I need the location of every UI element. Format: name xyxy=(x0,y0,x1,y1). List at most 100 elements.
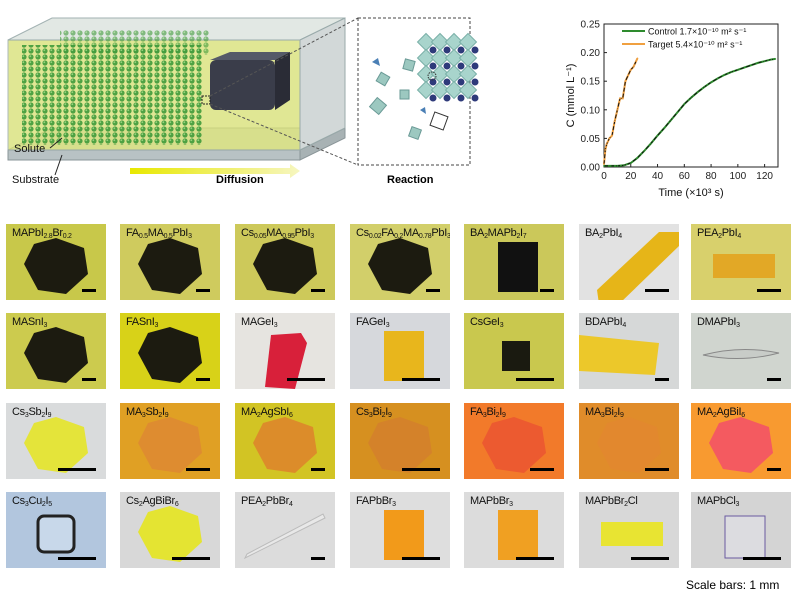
crystal-shape xyxy=(384,331,424,381)
crystal-label: Cs3Sb2I9 xyxy=(12,406,52,419)
crystal-label: MAPbBr3 xyxy=(470,495,513,508)
a-site-cation xyxy=(429,78,437,86)
data-point-control xyxy=(650,142,652,145)
data-point-target xyxy=(604,149,607,151)
a-site-cation xyxy=(471,78,479,86)
crystal-shape xyxy=(601,522,663,546)
a-site-cation xyxy=(429,62,437,70)
crystal-image xyxy=(601,522,663,546)
octahedron xyxy=(430,64,450,84)
crystal-tile: Cs3Sb2I9 xyxy=(6,403,106,479)
scale-bar xyxy=(172,557,210,560)
octahedron xyxy=(430,32,450,52)
octahedron xyxy=(458,32,478,52)
y-tick-label: 0.25 xyxy=(581,20,601,31)
crystal-label: MAPbI2.8Br0.2 xyxy=(12,227,72,240)
scale-bar xyxy=(426,289,440,292)
crystal-tile: MAPbCl3 xyxy=(691,492,791,568)
vacancy-marker xyxy=(427,71,437,81)
incoming-unit-marker xyxy=(429,111,449,131)
data-point-control xyxy=(723,74,726,76)
data-point-control xyxy=(757,62,759,64)
octahedron xyxy=(416,64,436,84)
x-tick-label: 100 xyxy=(730,171,747,182)
diffusion-arrow xyxy=(130,164,300,178)
crystal-label: MASnI3 xyxy=(12,316,48,329)
crystal-image xyxy=(498,510,538,560)
octahedron xyxy=(444,80,464,100)
crystal-tile: FA3Bi2I9 xyxy=(464,403,564,479)
crystal-tile: DMAPbI3 xyxy=(691,313,791,389)
crystal-label: CsGeI3 xyxy=(470,316,504,329)
crystal-tile: Cs0.05MA0.95PbI3 xyxy=(235,224,335,300)
crystal-shape xyxy=(253,238,317,294)
crystal-image xyxy=(724,515,766,559)
data-point-control xyxy=(643,150,645,152)
solute-particles xyxy=(22,45,202,145)
scale-bar xyxy=(516,378,554,381)
crystal-image xyxy=(597,417,661,473)
a-site-cation xyxy=(443,94,451,102)
scale-bar xyxy=(82,378,96,381)
data-point-control xyxy=(774,58,777,60)
scale-bar xyxy=(743,557,781,560)
data-point-target xyxy=(627,74,629,77)
crystal-shape xyxy=(713,254,775,278)
scale-bar xyxy=(186,468,210,471)
scale-bar xyxy=(402,468,440,471)
data-point-control xyxy=(710,81,712,84)
crystal-tile: Cs3Cu2I5 xyxy=(6,492,106,568)
scale-bar xyxy=(311,468,325,471)
crystal-shape xyxy=(498,242,538,292)
scale-bar xyxy=(58,557,96,560)
data-point-target xyxy=(603,163,605,165)
crystal-shape xyxy=(384,510,424,560)
scale-bar xyxy=(287,378,325,381)
crystal-shape xyxy=(597,417,661,473)
crystal-tile: PEA2PbBr4 xyxy=(235,492,335,568)
data-point-control xyxy=(616,165,619,167)
crystal-label: MA3Bi2I9 xyxy=(585,406,624,419)
fit-line-control xyxy=(604,58,776,167)
a-site-cation xyxy=(429,46,437,54)
data-point-control xyxy=(737,68,739,71)
crystal-label: Cs0.02FA0.2MA0.78PbI3 xyxy=(356,227,450,240)
crystal-image xyxy=(138,417,202,473)
octahedron xyxy=(444,64,464,84)
series-line-control xyxy=(604,57,776,167)
legend-label-target: Target 5.4×10⁻¹⁰ m² s⁻¹ xyxy=(648,40,742,50)
x-axis-label: Time (×10³ s) xyxy=(658,187,723,199)
crystal-tile: MASnI3 xyxy=(6,313,106,389)
x-tick-label: 80 xyxy=(706,171,718,182)
a-site-cation xyxy=(443,78,451,86)
crystal-shape xyxy=(482,417,546,473)
y-tick-label: 0.00 xyxy=(581,163,601,174)
data-point-target xyxy=(621,97,624,100)
crystal-label: BDAPbI4 xyxy=(585,316,626,329)
crystal-image xyxy=(138,238,202,294)
crystal-shape xyxy=(368,417,432,473)
crystal-tile: MAPbI2.8Br0.2 xyxy=(6,224,106,300)
crystal-label: Cs3Bi2I9 xyxy=(356,406,392,419)
crystal-tile: Cs2AgBiBr6 xyxy=(120,492,220,568)
scale-bar xyxy=(516,557,554,560)
crystal-shape xyxy=(709,417,773,473)
crystal-tile: Cs3Bi2I9 xyxy=(350,403,450,479)
data-point-control xyxy=(763,60,766,62)
crystal-tile: MA2AgSbI6 xyxy=(235,403,335,479)
x-tick-label: 40 xyxy=(652,171,664,182)
data-point-control xyxy=(770,58,773,61)
crystal-tile: BA2PbI4 xyxy=(579,224,679,300)
crystal-image xyxy=(243,513,326,560)
scale-bar xyxy=(311,289,325,292)
crystal-label: FA0.5MA0.5PbI3 xyxy=(126,227,192,240)
data-point-control xyxy=(703,86,706,88)
crystal-shape xyxy=(138,327,202,383)
octahedron xyxy=(444,32,464,52)
solute-label: Solute xyxy=(14,143,46,155)
scale-bar xyxy=(82,289,96,292)
data-point-control xyxy=(696,91,699,93)
octahedron xyxy=(416,48,436,68)
crystal-image xyxy=(579,335,659,375)
crystal-image xyxy=(36,514,76,554)
